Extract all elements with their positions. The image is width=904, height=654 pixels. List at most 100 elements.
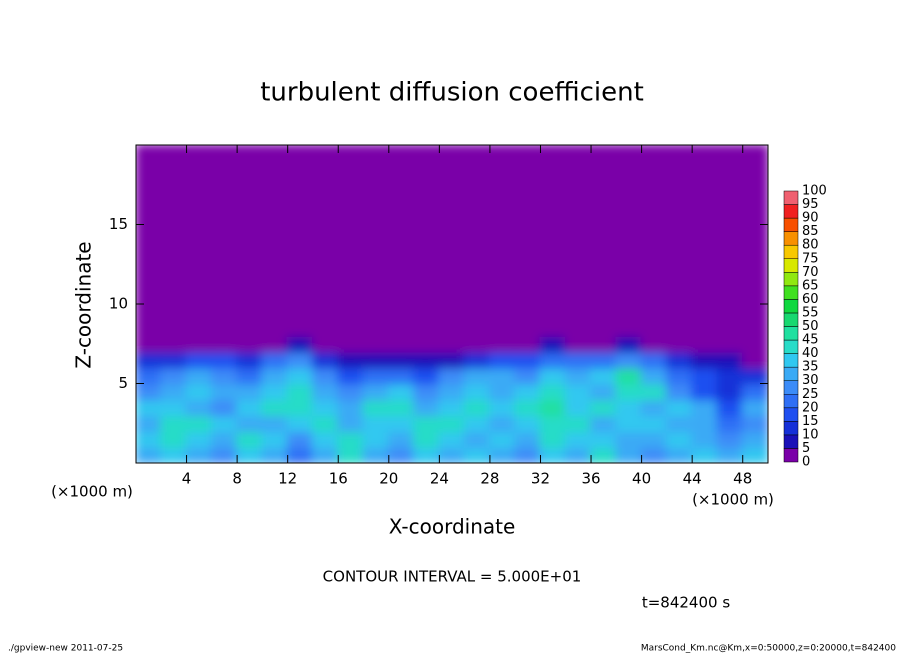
cell <box>463 366 491 385</box>
cell <box>615 350 643 369</box>
cell <box>640 303 668 321</box>
cell <box>337 145 365 162</box>
colorbar-swatch <box>783 380 799 395</box>
cell <box>615 303 643 321</box>
cell <box>488 318 517 337</box>
cell <box>236 430 264 449</box>
cell <box>716 430 744 449</box>
cell <box>136 446 163 463</box>
cell <box>185 255 213 274</box>
cell <box>665 145 694 162</box>
cell <box>286 414 314 433</box>
colorbar-swatch <box>783 434 799 449</box>
chart-title: turbulent diffusion coefficient <box>260 78 644 108</box>
cell <box>185 145 213 162</box>
cell <box>236 239 264 258</box>
cell <box>615 175 643 194</box>
cell <box>160 334 188 353</box>
cell <box>438 191 466 210</box>
cell <box>311 382 340 401</box>
cell <box>741 366 768 385</box>
colorbar-label: 25 <box>802 387 819 402</box>
cell <box>387 446 416 463</box>
colorbar-swatch <box>783 244 799 259</box>
cell <box>514 175 542 194</box>
cell <box>488 446 517 463</box>
cell <box>311 271 340 290</box>
x-tick-label: 24 <box>430 470 449 488</box>
cell <box>236 334 264 353</box>
cell <box>136 303 163 321</box>
cell <box>488 303 517 321</box>
cell <box>261 175 289 194</box>
cell <box>463 191 491 210</box>
cell <box>311 175 340 194</box>
cell <box>665 191 694 210</box>
colorbar-swatch <box>783 353 799 368</box>
cell <box>463 350 491 369</box>
cell <box>691 159 719 178</box>
cell <box>210 239 239 258</box>
cell <box>564 430 593 449</box>
cell <box>210 350 239 369</box>
cell <box>210 382 239 401</box>
cell <box>311 159 340 178</box>
cell <box>691 303 719 321</box>
cell <box>665 350 694 369</box>
colorbar-swatch <box>783 326 799 341</box>
cell <box>716 271 744 290</box>
cell <box>337 350 365 369</box>
cell <box>185 446 213 463</box>
colorbar-swatch <box>783 299 799 314</box>
cell <box>539 398 567 417</box>
cell <box>210 145 239 162</box>
cell <box>716 191 744 210</box>
cell <box>438 159 466 178</box>
cell <box>463 207 491 226</box>
cell <box>210 159 239 178</box>
footer-right: MarsCond_Km.nc@Km,x=0:50000,z=0:20000,t=… <box>641 644 896 654</box>
cell <box>640 239 668 258</box>
cell <box>716 446 744 463</box>
cell <box>286 318 314 337</box>
y-tick-label: 15 <box>109 215 128 233</box>
cell <box>236 223 264 242</box>
cell <box>514 414 542 433</box>
cell <box>590 430 618 449</box>
cell <box>716 239 744 258</box>
cell <box>236 398 264 417</box>
cell <box>160 446 188 463</box>
cell <box>236 159 264 178</box>
cell <box>261 446 289 463</box>
cell <box>136 430 163 449</box>
cell <box>564 239 593 258</box>
cell <box>160 350 188 369</box>
cell <box>261 207 289 226</box>
cell <box>160 191 188 210</box>
cell <box>236 318 264 337</box>
cell <box>691 207 719 226</box>
x-tick-label: 48 <box>733 470 752 488</box>
cell <box>615 366 643 385</box>
cell <box>337 366 365 385</box>
cell <box>185 191 213 210</box>
cell <box>387 334 416 353</box>
field <box>136 145 768 463</box>
cell <box>590 145 618 162</box>
cell <box>640 191 668 210</box>
cell <box>691 191 719 210</box>
cell <box>615 255 643 274</box>
cell <box>691 350 719 369</box>
cell <box>665 255 694 274</box>
colorbar-label: 40 <box>802 346 819 361</box>
cell <box>136 223 163 242</box>
cell <box>741 239 768 258</box>
cell <box>438 350 466 369</box>
cell <box>564 191 593 210</box>
cell <box>665 175 694 194</box>
cell <box>210 366 239 385</box>
cell <box>741 287 768 305</box>
cell <box>387 175 416 194</box>
cell <box>387 398 416 417</box>
cell <box>413 271 441 290</box>
